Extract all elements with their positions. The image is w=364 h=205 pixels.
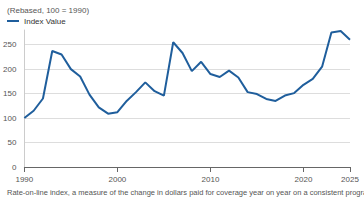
svg-text:2010: 2010 (202, 175, 220, 184)
svg-text:Rate-on-line index, a measure: Rate-on-line index, a measure of the cha… (7, 188, 364, 197)
svg-text:2000: 2000 (108, 175, 126, 184)
svg-text:1990: 1990 (15, 175, 33, 184)
svg-text:200: 200 (3, 65, 17, 74)
svg-text:Index Value: Index Value (24, 17, 66, 26)
svg-text:0: 0 (12, 163, 17, 172)
svg-text:250: 250 (3, 40, 17, 49)
svg-text:150: 150 (3, 89, 17, 98)
svg-text:(Rebased, 100 = 1990): (Rebased, 100 = 1990) (7, 6, 89, 15)
svg-text:50: 50 (7, 138, 16, 147)
svg-text:2020: 2020 (295, 175, 313, 184)
svg-text:100: 100 (3, 114, 17, 123)
svg-text:2025: 2025 (341, 175, 359, 184)
